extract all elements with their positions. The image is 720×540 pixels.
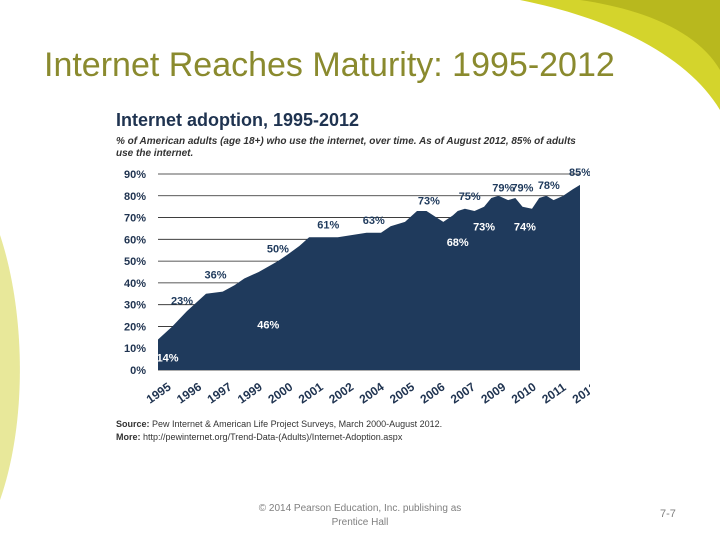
x-tick-label: 2002 xyxy=(326,379,356,406)
left-edge-swoosh xyxy=(0,235,20,500)
x-tick-label: 2007 xyxy=(448,379,478,406)
chart-title: Internet adoption, 1995-2012 xyxy=(116,110,360,130)
data-label: 14% xyxy=(157,352,179,364)
corner-swoosh-inner xyxy=(580,0,720,70)
adoption-area-series xyxy=(158,184,580,370)
more-text: http://pewinternet.org/Trend-Data-(Adult… xyxy=(143,432,403,442)
data-label: 36% xyxy=(205,270,227,282)
y-tick-label: 80% xyxy=(124,191,146,203)
data-label: 46% xyxy=(257,320,279,332)
y-tick-label: 20% xyxy=(124,321,146,333)
data-label: 79% xyxy=(492,182,514,194)
x-tick-label: 2006 xyxy=(418,379,448,406)
y-tick-label: 40% xyxy=(124,278,146,290)
x-tick-label: 2011 xyxy=(539,380,569,407)
x-tick-label: 1995 xyxy=(144,379,174,406)
data-label: 75% xyxy=(459,191,481,203)
data-label: 68% xyxy=(447,237,469,249)
data-label: 63% xyxy=(363,215,385,227)
x-tick-label: 1999 xyxy=(235,379,265,406)
x-tick-label: 2004 xyxy=(357,379,387,406)
adoption-area-chart: 0%10%20%30%40%50%60%70%80%90%1995 1996 199… xyxy=(124,167,590,407)
footer-copyright: © 2014 Pearson Education, Inc. publishin… xyxy=(258,503,462,528)
y-tick-label: 10% xyxy=(124,343,146,355)
y-tick-label: 30% xyxy=(124,300,146,312)
x-tick-label: 2010 xyxy=(509,379,539,406)
x-tick-label: 1997 xyxy=(205,379,235,406)
data-label: 73% xyxy=(418,195,440,207)
data-label: 85% xyxy=(569,167,590,179)
corner-swoosh-outer xyxy=(520,0,720,110)
source-label: Source: xyxy=(116,419,150,429)
y-tick-label: 50% xyxy=(124,256,146,268)
x-tick-label: 2012 xyxy=(570,379,590,406)
data-label: 61% xyxy=(317,219,339,231)
x-tick-label: 2009 xyxy=(478,379,508,406)
x-tick-label: 1996 xyxy=(174,379,204,406)
slide-title: Internet Reaches Maturity: 1995-2012 xyxy=(44,46,615,84)
data-label: 73% xyxy=(473,222,495,234)
data-label: 74% xyxy=(514,222,536,234)
more-label: More: xyxy=(116,432,141,442)
y-tick-label: 60% xyxy=(124,234,146,246)
x-tick-label: 2001 xyxy=(296,379,326,406)
data-label: 23% xyxy=(171,296,193,308)
data-label: 50% xyxy=(267,243,289,255)
source-text: Pew Internet & American Life Project Sur… xyxy=(152,419,443,429)
x-tick-label: 2005 xyxy=(387,379,417,406)
y-tick-label: 70% xyxy=(124,213,146,225)
data-label: 78% xyxy=(538,180,560,192)
x-tick-label: 2000 xyxy=(265,379,295,406)
chart-subtitle: % of American adults (age 18+) who use t… xyxy=(116,136,576,159)
y-tick-label: 0% xyxy=(130,365,146,377)
data-label: 79% xyxy=(511,182,533,194)
chart-source: Source: Pew Internet & American Life Pro… xyxy=(116,418,442,444)
page-number: 7-7 xyxy=(660,508,676,520)
y-tick-label: 90% xyxy=(124,169,146,181)
